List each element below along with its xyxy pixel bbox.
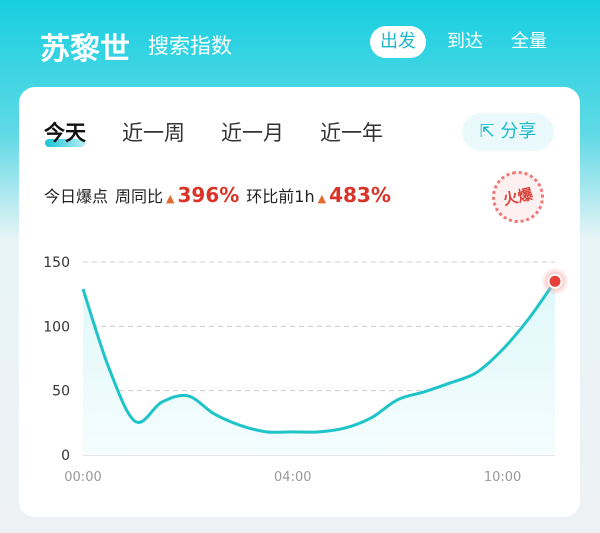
- tab-arrival[interactable]: 到达: [447, 31, 483, 52]
- active-tab-indicator: [45, 139, 85, 147]
- tab-week[interactable]: 近一周: [122, 121, 185, 145]
- city-title: 苏黎世: [40, 32, 130, 67]
- y-tick-label: 50: [52, 384, 70, 400]
- tab-all[interactable]: 全量: [511, 31, 547, 52]
- up-arrow-icon: ▲: [166, 192, 175, 205]
- tab-departure[interactable]: 出发: [370, 26, 426, 58]
- x-tick-label: 00:00: [64, 470, 101, 485]
- x-tick-label: 10:00: [484, 470, 521, 485]
- share-button[interactable]: ⇱ 分享: [462, 113, 554, 151]
- chart-area: [83, 281, 555, 455]
- y-tick-label: 100: [43, 319, 70, 335]
- stats-row: 今日爆点 周同比 ▲ 396% 环比前1h ▲ 483%: [44, 183, 391, 207]
- share-icon: ⇱: [479, 121, 495, 142]
- page-subtitle: 搜索指数: [148, 34, 232, 58]
- tab-today[interactable]: 今天: [44, 121, 86, 145]
- tab-year[interactable]: 近一年: [320, 121, 383, 145]
- chart-line: [81, 280, 557, 434]
- y-tick-label: 0: [61, 448, 70, 464]
- x-tick-label: 04:00: [274, 470, 311, 485]
- tab-month[interactable]: 近一月: [221, 121, 284, 145]
- data-point-latest: [547, 273, 563, 289]
- y-tick-label: 150: [43, 255, 70, 271]
- up-arrow-icon: ▲: [317, 192, 327, 205]
